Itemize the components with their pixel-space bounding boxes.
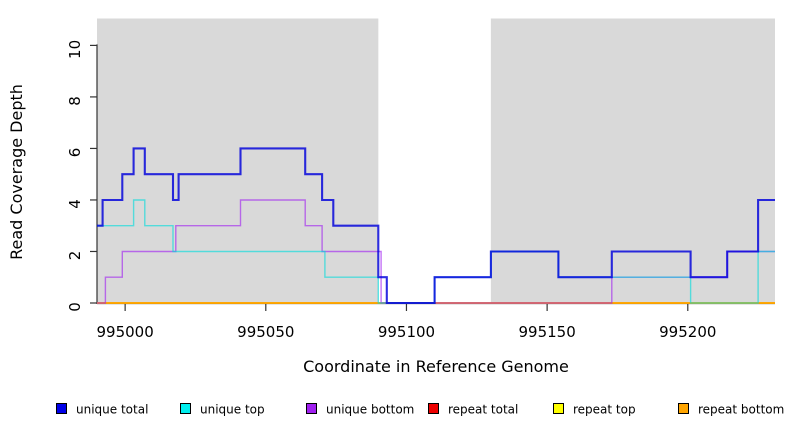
highlight-region [97,18,379,304]
legend-item-unique-bottom: unique bottom [306,399,415,417]
legend-item-repeat-top: repeat top [553,399,636,417]
legend-swatch-unique-total [56,403,67,414]
legend: unique total unique top unique bottom repea… [0,399,792,419]
y-tick-label: 6 [66,148,84,158]
y-tick-label: 2 [66,251,84,261]
y-tick-label: 4 [66,199,84,209]
y-tick-label: 10 [66,40,84,59]
legend-label: unique top [200,402,265,417]
y-axis-title: Read Coverage Depth [7,84,26,260]
series-lines [97,147,775,305]
legend-label: repeat bottom [698,402,785,417]
legend-item-repeat-total: repeat total [428,399,519,417]
x-tick-label: 995100 [378,323,435,341]
legend-label: repeat top [573,402,636,417]
highlight-region [490,18,775,304]
x-tick-label: 995000 [96,323,153,341]
coverage-chart: 995000 995050 995100 995150 995200 0 2 4 6 8 10 Co… [7,18,775,376]
legend-item-unique-total: unique total [56,399,149,417]
legend-swatch-unique-top [180,403,191,414]
x-tick-label: 995150 [518,323,575,341]
y-tick-label: 0 [66,302,84,312]
legend-swatch-repeat-top [553,403,564,414]
legend-label: unique total [76,402,149,417]
shaded-regions [97,18,775,304]
legend-swatch-unique-bottom [306,403,317,414]
legend-label: unique bottom [326,402,415,417]
legend-item-repeat-bottom: repeat bottom [678,399,785,417]
series-unique-bottom [97,199,775,304]
legend-swatch-repeat-bottom [678,403,689,414]
legend-swatch-repeat-total [428,403,439,414]
x-axis-title: Coordinate in Reference Genome [303,357,569,376]
legend-label: repeat total [448,402,519,417]
y-tick-label: 8 [66,96,84,106]
x-tick-label: 995050 [237,323,294,341]
x-tick-label: 995200 [659,323,716,341]
legend-item-unique-top: unique top [180,399,265,417]
series-unique-total [97,147,775,305]
axes: 995000 995050 995100 995150 995200 0 2 4 6 8 10 [66,40,775,341]
